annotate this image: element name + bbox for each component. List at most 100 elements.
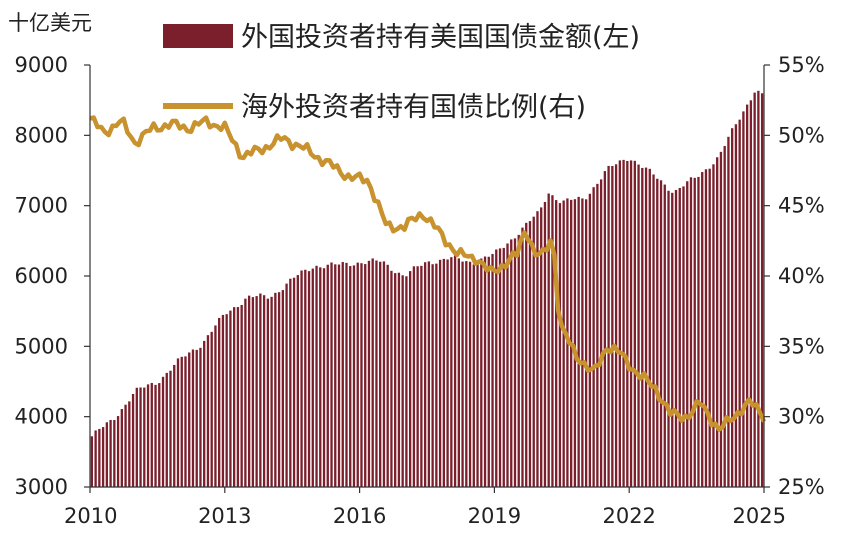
bar [420, 265, 423, 487]
y-left-tick-label: 9000 [15, 53, 68, 77]
bar [124, 404, 127, 487]
bar [221, 314, 225, 487]
bar [682, 186, 685, 487]
bar [408, 271, 412, 487]
bar [453, 255, 457, 487]
left-axis-ticks: 3000 4000 5000 6000 7000 8000 9000 [15, 53, 90, 499]
bar [483, 256, 487, 487]
bar [431, 264, 434, 487]
bar [517, 234, 520, 487]
bar [573, 199, 577, 487]
bar [304, 269, 307, 487]
bar [188, 352, 191, 487]
bar [266, 298, 270, 487]
bar [618, 160, 621, 487]
bar [375, 260, 378, 487]
bar [652, 174, 655, 488]
bar [150, 382, 153, 487]
bar [195, 349, 198, 487]
bar [596, 183, 599, 487]
bar [169, 370, 172, 487]
bar [637, 164, 640, 488]
line-series [89, 115, 767, 432]
bar [450, 257, 453, 487]
x-tick-label: 2016 [333, 504, 386, 528]
bar [210, 331, 213, 487]
bar [442, 258, 446, 487]
bar [270, 296, 273, 487]
x-tick-label: 2025 [733, 504, 786, 528]
bar [521, 227, 524, 488]
bar [311, 268, 314, 487]
y-right-tick-label: 35% [778, 334, 825, 358]
bar [296, 275, 299, 487]
legend: 外国投资者持有美国国债金额(左) 海外投资者持有国债比例(右) [163, 22, 640, 123]
bar [543, 201, 547, 488]
bar [472, 264, 475, 487]
bar [214, 325, 217, 487]
bar [259, 293, 262, 487]
bar [334, 264, 337, 487]
bar [506, 243, 509, 487]
bar [510, 239, 513, 487]
bar [551, 195, 554, 487]
bar [105, 422, 109, 487]
bar [742, 111, 745, 487]
bar [233, 307, 236, 487]
bar [165, 372, 168, 487]
bar [203, 340, 206, 487]
bar [352, 265, 356, 487]
bar [244, 298, 247, 487]
x-axis-ticks: 2010 2013 2016 2019 2022 2025 [64, 487, 786, 528]
bar [98, 428, 101, 487]
bar [757, 90, 760, 488]
bar [502, 247, 505, 487]
bar [176, 358, 180, 487]
bar [356, 262, 359, 487]
bar [341, 262, 344, 487]
bar [405, 276, 408, 487]
y-left-tick-label: 4000 [15, 405, 68, 429]
bar [394, 273, 397, 487]
y-left-tick-label: 8000 [15, 123, 68, 147]
bar [697, 176, 700, 487]
bar [135, 387, 138, 487]
bar [180, 356, 183, 487]
bar [555, 200, 558, 487]
bar [300, 270, 303, 487]
bar [120, 409, 123, 487]
bar [90, 436, 94, 487]
bar [446, 259, 449, 487]
bar [577, 196, 580, 487]
bar [416, 266, 419, 487]
bar [191, 349, 195, 487]
right-axis-ticks: 25% 30% 35% 40% 45% 50% 55% [764, 53, 825, 499]
bar [236, 307, 240, 487]
bar [289, 278, 292, 487]
bar [465, 261, 468, 487]
bar [349, 266, 352, 487]
bar [330, 262, 333, 487]
bar [382, 261, 386, 487]
bar [525, 222, 528, 488]
bar [562, 200, 565, 488]
bar [644, 167, 648, 487]
bar [218, 317, 221, 487]
left-axis-unit: 十亿美元 [8, 11, 92, 35]
bar [495, 249, 498, 487]
bar [476, 263, 479, 487]
bar [468, 261, 472, 487]
bar [678, 187, 681, 487]
bar [360, 263, 363, 487]
y-right-tick-label: 30% [778, 405, 825, 429]
bar [143, 387, 146, 487]
bar [390, 270, 393, 487]
bar [723, 146, 726, 487]
bar [397, 272, 401, 487]
bar [94, 430, 97, 487]
bar [712, 164, 715, 487]
bar [206, 335, 210, 487]
bar [128, 401, 131, 487]
bar [727, 136, 730, 488]
